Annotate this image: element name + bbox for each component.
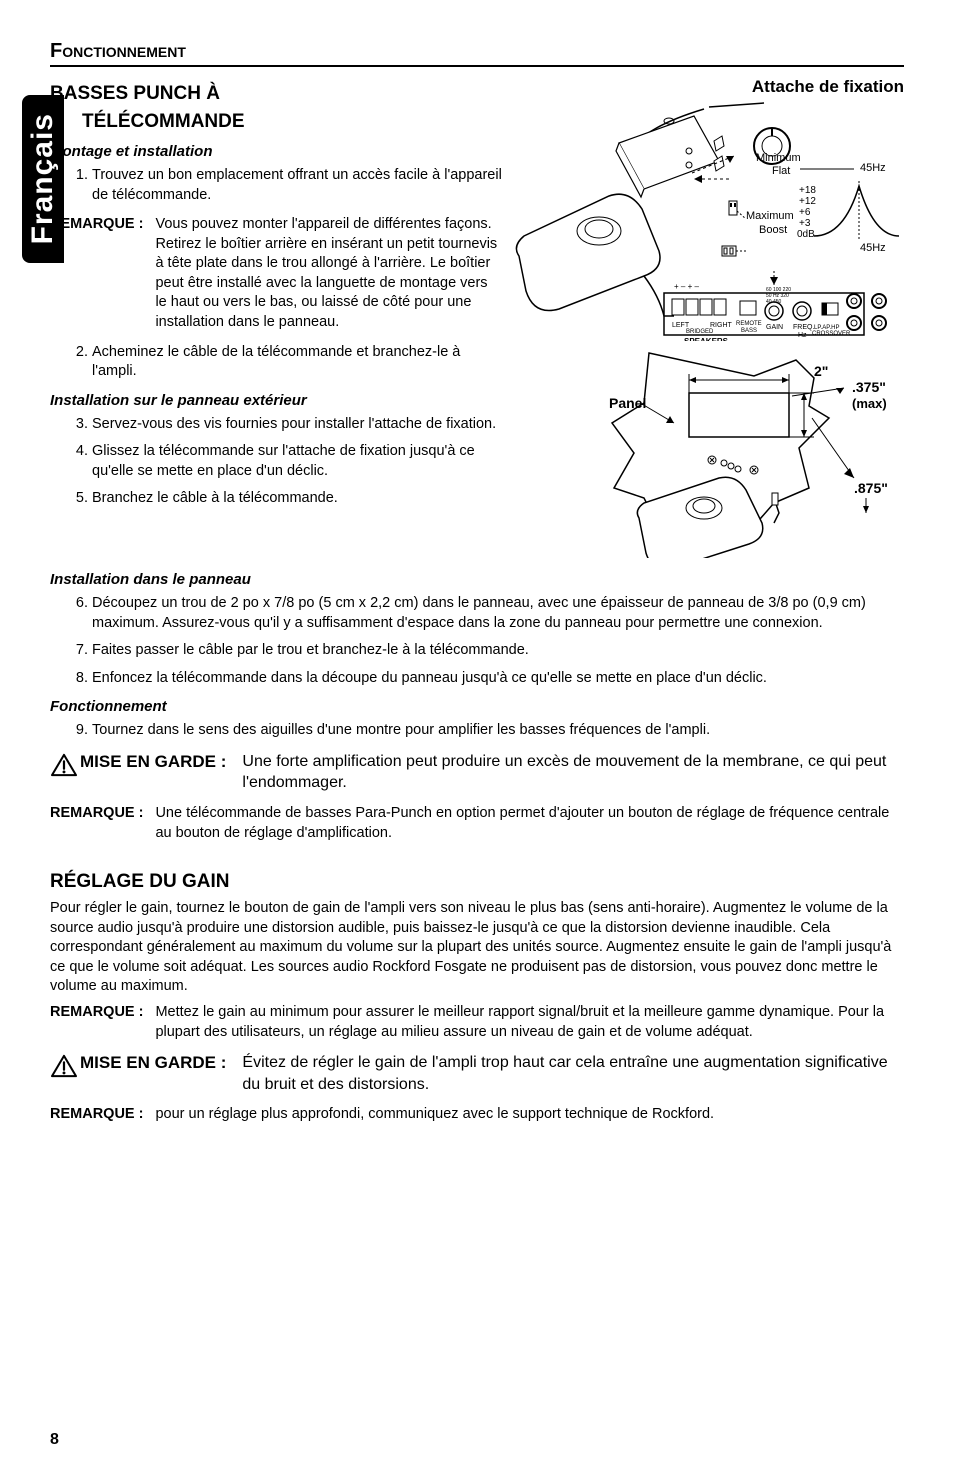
list-item: Glissez la télécommande sur l'attache de… bbox=[92, 442, 502, 481]
gain-label: GAIN bbox=[766, 324, 783, 331]
panel-label: Panel bbox=[609, 395, 646, 411]
db12: +12 bbox=[799, 196, 816, 207]
freq-label: FREQ. bbox=[793, 324, 814, 331]
list-item: Faites passer le câble par le trou et br… bbox=[92, 641, 904, 661]
list-item: Enfoncez la télécommande dans la découpe… bbox=[92, 669, 904, 689]
remarque-body: Vous pouvez monter l'appareil de différe… bbox=[155, 215, 502, 332]
language-tab: Français bbox=[22, 95, 64, 263]
remote-heading-2: TÉLÉCOMMANDE bbox=[50, 111, 502, 133]
section-title: Fonctionnement bbox=[50, 40, 904, 67]
min-label: Minimum bbox=[756, 152, 801, 164]
db6: +6 bbox=[799, 207, 811, 218]
remarque-label: REMARQUE : bbox=[50, 215, 155, 332]
list-item: Trouvez un bon emplacement offrant un ac… bbox=[92, 166, 502, 205]
remote-heading-1: BASSES PUNCH À bbox=[50, 83, 502, 105]
remarque-body: Mettez le gain au minimum pour assurer l… bbox=[155, 1003, 904, 1042]
dim-2in: 2" bbox=[814, 363, 828, 379]
remarque-body: pour un réglage plus approfondi, communi… bbox=[155, 1105, 904, 1125]
db3: +3 bbox=[799, 218, 811, 229]
max-label: Maximum bbox=[746, 210, 794, 222]
warning-body: Une forte amplification peut produire un… bbox=[242, 751, 904, 794]
diagram-bottom: Panel 2" .375" (max) bbox=[514, 348, 904, 561]
speakers-label: SPEAKERS bbox=[684, 337, 729, 341]
gain-heading: RÉGLAGE DU GAIN bbox=[50, 871, 904, 893]
list-item: Découpez un trou de 2 po x 7/8 po (5 cm … bbox=[92, 594, 904, 633]
dim-375: .375" bbox=[852, 379, 886, 395]
mount-heading: Montage et installation bbox=[50, 143, 502, 160]
flat-label: Flat bbox=[772, 165, 790, 177]
remarque-label: REMARQUE : bbox=[50, 804, 155, 843]
list-item: Branchez le câble à la télécommande. bbox=[92, 489, 502, 509]
right-label: RIGHT bbox=[710, 322, 733, 329]
remarque-label: REMARQUE : bbox=[50, 1105, 155, 1125]
crossover-label2: CROSSOVER bbox=[812, 331, 851, 337]
gain-body: Pour régler le gain, tournez le bouton d… bbox=[50, 899, 904, 997]
boost-label: Boost bbox=[759, 224, 787, 236]
freq2-label: 45Hz bbox=[860, 242, 886, 254]
bridged: BRIDGED bbox=[686, 329, 714, 335]
dim-875: .875" bbox=[854, 480, 888, 496]
in-panel-heading: Installation dans le panneau bbox=[50, 571, 904, 588]
remarque-label: REMARQUE : bbox=[50, 1003, 155, 1042]
attach-label: Attache de fixation bbox=[514, 77, 904, 97]
diagram-top: + – + – LEFT RIGHT BRIDGED SPEAKERS REMO… bbox=[514, 101, 904, 344]
warning-icon bbox=[50, 1052, 80, 1085]
warning-label: MISE EN GARDE : bbox=[80, 751, 242, 774]
ext-heading: Installation sur le panneau extérieur bbox=[50, 392, 502, 409]
list-item: Acheminez le câble de la télécommande et… bbox=[92, 343, 502, 382]
warning-body: Évitez de régler le gain de l'ampli trop… bbox=[242, 1052, 904, 1095]
operation-heading: Fonctionnement bbox=[50, 698, 904, 715]
warning-label: MISE EN GARDE : bbox=[80, 1052, 242, 1075]
list-item: Servez-vous des vis fournies pour instal… bbox=[92, 415, 502, 435]
plus-minus: + – + – bbox=[674, 282, 699, 291]
hz-label: Hz bbox=[798, 332, 807, 339]
remote-bass-label: REMOTE bbox=[736, 321, 762, 327]
language-tab-label: Français bbox=[26, 113, 60, 244]
remarque-body: Une télécommande de basses Para-Punch en… bbox=[155, 804, 904, 843]
db0: 0dB bbox=[797, 229, 815, 240]
warning-icon bbox=[50, 751, 80, 784]
svg-text:40 450: 40 450 bbox=[766, 299, 782, 305]
remote-bass-label2: BASS bbox=[741, 328, 757, 334]
page-number: 8 bbox=[50, 1431, 59, 1449]
db18: +18 bbox=[799, 185, 816, 196]
freq1-label: 45Hz bbox=[860, 162, 886, 174]
dim-max: (max) bbox=[852, 396, 887, 411]
left-label: LEFT bbox=[672, 322, 690, 329]
list-item: Tournez dans le sens des aiguilles d'une… bbox=[92, 721, 904, 741]
